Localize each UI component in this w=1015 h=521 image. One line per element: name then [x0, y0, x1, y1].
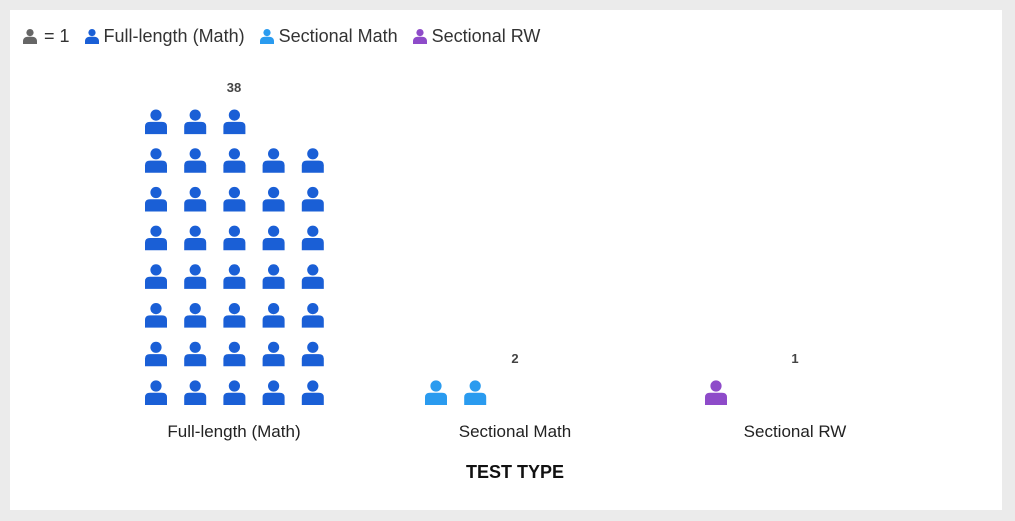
legend-item-sectional-math: Sectional Math	[259, 26, 398, 47]
person-icon	[184, 148, 207, 173]
person-icon	[301, 341, 324, 367]
person-icon	[145, 186, 167, 212]
person-icon	[223, 186, 246, 212]
person-icon	[184, 380, 207, 405]
legend-item-label: Sectional Math	[278, 25, 398, 46]
person-icon	[262, 148, 285, 173]
category-label: Full-length (Math)	[167, 422, 300, 441]
person-icon	[84, 29, 99, 44]
person-icon	[145, 303, 167, 328]
person-icon	[262, 264, 285, 289]
person-icon	[223, 148, 246, 173]
person-icon	[145, 225, 167, 251]
person-icon	[301, 264, 324, 289]
person-icon	[425, 380, 447, 405]
legend: = 1 Full-length (Math) Sectional Math Se…	[22, 24, 554, 48]
legend-item-label: Sectional RW	[431, 25, 541, 46]
chart-card: = 1 Full-length (Math) Sectional Math Se…	[10, 10, 1002, 510]
person-icon	[412, 29, 427, 44]
person-icon	[223, 380, 246, 405]
person-icon	[184, 303, 207, 328]
person-icon	[301, 380, 324, 405]
person-icon	[184, 264, 207, 289]
person-icon	[464, 380, 487, 405]
person-icon	[145, 109, 167, 135]
legend-item-full-length-math: Full-length (Math)	[84, 26, 245, 47]
legend-unit: = 1	[22, 26, 70, 47]
person-icon	[262, 225, 285, 251]
person-icon	[301, 225, 324, 251]
person-icon	[184, 225, 207, 251]
data-label: 38	[227, 80, 241, 95]
person-icon	[145, 380, 167, 405]
person-icon	[223, 341, 246, 367]
person-icon	[259, 29, 274, 44]
chart-marks: 38 Full-length (Math) 2 Sectional Math 1 Sect…	[145, 80, 846, 441]
person-icon	[262, 341, 285, 367]
legend-unit-label: = 1	[44, 25, 70, 46]
legend-item-sectional-rw: Sectional RW	[412, 25, 541, 47]
person-icon	[223, 225, 246, 251]
person-icon	[301, 148, 324, 173]
data-label: 1	[791, 351, 798, 366]
category-label: Sectional Math	[459, 422, 571, 441]
person-icon	[262, 186, 285, 212]
person-icon	[184, 109, 207, 135]
category-label: Sectional RW	[744, 422, 847, 441]
person-icon	[301, 186, 324, 212]
x-axis-title: TEST TYPE	[466, 462, 564, 482]
person-icon	[705, 380, 727, 405]
person-icon	[145, 264, 167, 289]
pictogram-chart: 38 Full-length (Math) 2 Sectional Math 1 Sect…	[145, 80, 846, 482]
person-icon	[23, 29, 37, 44]
person-icon	[184, 341, 207, 367]
person-icon	[301, 303, 324, 328]
person-icon	[223, 303, 246, 328]
person-icon	[223, 109, 246, 135]
legend-item-label: Full-length (Math)	[103, 25, 245, 46]
person-icon	[184, 186, 207, 212]
person-icon	[262, 380, 285, 405]
person-icon	[145, 148, 167, 173]
person-icon	[145, 341, 167, 367]
person-icon	[223, 264, 246, 289]
data-label: 2	[511, 351, 518, 366]
person-icon	[262, 303, 285, 328]
